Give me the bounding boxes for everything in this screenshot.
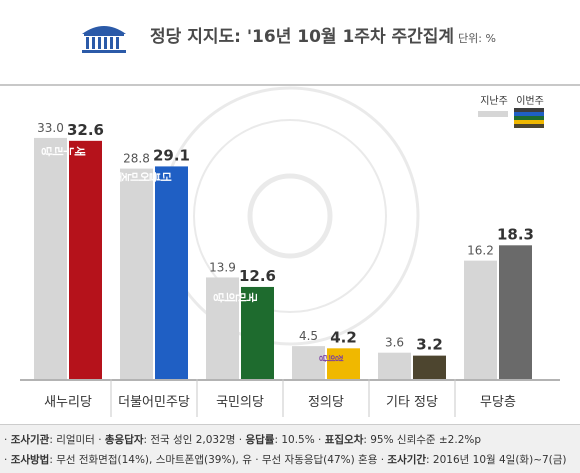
bar-logo-1: 더불어민주당	[105, 170, 173, 183]
survey-period: · 조사기간: 2016년 10월 4일(화)~7(금)	[380, 454, 567, 466]
category-label-4: 기타 정당	[386, 395, 438, 410]
survey-agency: · 조사기관: 리얼미터	[4, 434, 95, 446]
header-divider	[0, 84, 580, 86]
category-label-1: 더불어민주당	[118, 395, 190, 410]
survey-info-line-1: · 조사기관: 리얼미터 · 총응답자: 전국 성인 2,032명 · 응답률:…	[4, 432, 481, 447]
bar-chart: 33.0 32.6 28.8 29.1 13.9 12.6 4.5 4.2 3.6 3.2 16.2…	[20, 86, 560, 417]
value-label-current-1: 29.1	[153, 146, 190, 164]
survey-method: · 조사방법: 무선 전화면접(14%), 스마트폰앱(39%), 유 · 무선…	[4, 454, 378, 466]
survey-info-line-2: · 조사방법: 무선 전화면접(14%), 스마트폰앱(39%), 유 · 무선…	[4, 452, 567, 467]
bar-current-3	[327, 348, 360, 379]
legend: 지난주 이번주	[478, 95, 544, 128]
bar-previous-3	[292, 346, 325, 379]
watermark-seal	[160, 86, 420, 346]
survey-respondents: · 총응답자: 전국 성인 2,032명	[98, 434, 236, 446]
value-label-previous-1: 28.8	[123, 152, 150, 166]
unit-label: 단위: %	[458, 32, 496, 45]
chart-title: 정당 지지도: '16년 10월 1주차 주간집계	[150, 27, 455, 47]
bar-current-4	[413, 355, 446, 379]
legend-swatch-current	[514, 108, 544, 128]
category-label-2: 국민의당	[216, 395, 264, 410]
survey-response-rate: · 응답률: 10.5%	[238, 434, 315, 446]
bar-current-0	[69, 140, 102, 379]
bar-previous-1	[120, 168, 153, 379]
value-label-current-4: 3.2	[416, 336, 443, 354]
bar-previous-0	[34, 137, 67, 379]
value-label-previous-4: 3.6	[385, 336, 404, 350]
value-label-previous-2: 13.9	[209, 260, 236, 274]
bar-logo-2: 국민의당	[213, 290, 258, 303]
survey-info-footer: · 조사기관: 리얼미터 · 총응답자: 전국 성인 2,032명 · 응답률:…	[0, 424, 580, 473]
bar-previous-2	[206, 277, 239, 379]
legend-swatch-previous	[478, 111, 508, 117]
bar-logo-3: 정의당	[318, 353, 344, 362]
bar-previous-4	[378, 352, 411, 379]
category-label-3: 정의당	[308, 395, 344, 410]
value-label-previous-0: 33.0	[37, 121, 64, 135]
bar-current-2	[241, 286, 274, 379]
bar-logo-0: 새누리당	[41, 144, 87, 157]
value-label-current-5: 18.3	[497, 225, 534, 243]
value-label-current-3: 4.2	[330, 328, 357, 346]
bar-current-1	[155, 166, 188, 379]
bar-current-5	[499, 245, 532, 379]
value-labels-layer: 33.0 32.6 28.8 29.1 13.9 12.6 4.5 4.2 3.6 3.2 16.2…	[37, 121, 534, 354]
value-label-previous-3: 4.5	[299, 329, 318, 343]
national-assembly-logo-icon	[82, 26, 126, 53]
value-label-current-2: 12.6	[239, 267, 276, 285]
survey-sampling-error: · 표집오차: 95% 신뢰수준 ±2.2%p	[318, 434, 482, 446]
bars-layer	[34, 137, 532, 379]
category-labels-layer: 새누리당 더불어민주당 국민의당 정의당 기타 정당 무당층	[44, 379, 516, 417]
category-label-5: 무당층	[480, 395, 516, 410]
value-label-current-0: 32.6	[67, 121, 104, 139]
bar-previous-5	[464, 260, 497, 379]
value-label-previous-5: 16.2	[467, 244, 494, 258]
legend-label-current: 이번주	[516, 95, 544, 107]
page-title: 정당 지지도: '16년 10월 1주차 주간집계 단위: %	[150, 22, 496, 47]
legend-label-previous: 지난주	[480, 95, 508, 107]
category-label-0: 새누리당	[44, 395, 92, 410]
header: 정당 지지도: '16년 10월 1주차 주간집계 단위: %	[0, 0, 580, 76]
